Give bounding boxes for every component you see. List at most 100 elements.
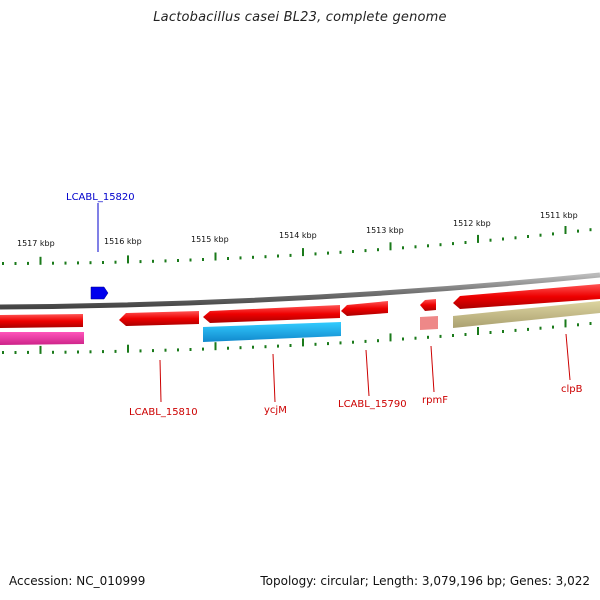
- upper-scale-minor-tick: [289, 253, 292, 257]
- lower-scale-minor-tick: [177, 348, 179, 352]
- upper-scale-minor-tick: [64, 261, 67, 265]
- gene-ycjm-arrow[interactable]: [203, 305, 340, 323]
- upper-scale-minor-tick: [327, 251, 329, 255]
- upper-scale-minor-tick: [2, 262, 4, 265]
- upper-scale-major-tick: [477, 234, 479, 243]
- lower-scale-minor-tick: [589, 322, 592, 325]
- upper-scale-track: [2, 226, 592, 265]
- upper-scale-minor-tick: [227, 257, 229, 260]
- upper-scale-minor-tick: [552, 232, 554, 236]
- map-title: Lactobacillus casei BL23, complete genom…: [153, 10, 447, 25]
- lower-scale-minor-tick: [514, 328, 517, 332]
- leader-lcabl-15810: [159, 359, 162, 403]
- leader-rpmf: [430, 345, 435, 393]
- upper-scale-major-tick: [564, 226, 567, 234]
- lower-scale-major-tick: [477, 327, 479, 335]
- gene-label-lcabl-15810: LCABL_15810: [129, 407, 198, 418]
- lower-scale-minor-tick: [139, 349, 142, 353]
- lower-scale-minor-tick: [114, 349, 117, 353]
- lower-scale-minor-tick: [377, 339, 379, 343]
- lower-scale-minor-tick: [489, 331, 492, 334]
- upper-scale-minor-tick: [189, 258, 192, 262]
- scale-label-1511: 1511 kbp: [540, 211, 578, 220]
- upper-scale-minor-tick: [489, 238, 492, 242]
- feature-khaki[interactable]: [453, 301, 600, 328]
- upper-scale-minor-tick: [339, 250, 342, 254]
- upper-scale-minor-tick: [427, 244, 429, 248]
- gene-rpmf-arrow[interactable]: [420, 299, 436, 311]
- gene-label-lcabl-15820: LCABL_15820: [66, 192, 135, 203]
- gene-label-clpb: clpB: [561, 384, 583, 395]
- scale-label-1515: 1515 kbp: [191, 235, 229, 244]
- upper-scale-minor-tick: [114, 260, 117, 264]
- lower-scale-major-tick: [39, 345, 42, 354]
- upper-scale-minor-tick: [252, 255, 254, 259]
- gene-lcabl-15810b-arrow[interactable]: [119, 311, 199, 326]
- genome-info-text: Topology: circular; Length: 3,079,196 bp…: [260, 574, 590, 588]
- feature-cyan[interactable]: [203, 322, 341, 342]
- lower-scale-minor-tick: [52, 350, 54, 354]
- gene-lcabl-15790-arrow[interactable]: [341, 301, 388, 316]
- upper-scale-minor-tick: [414, 245, 417, 249]
- feature-light-red[interactable]: [420, 316, 438, 330]
- lower-scale-minor-tick: [64, 350, 67, 354]
- accession-text: Accession: NC_010999: [9, 574, 146, 588]
- upper-scale-major-tick: [127, 255, 129, 264]
- secondary-features: [0, 301, 600, 345]
- upper-scale-minor-tick: [352, 250, 354, 253]
- lower-scale-minor-tick: [439, 334, 442, 338]
- upper-scale-minor-tick: [539, 233, 542, 237]
- lower-scale-minor-tick: [577, 323, 579, 327]
- lower-scale-track: [2, 319, 592, 354]
- upper-scale-minor-tick: [577, 229, 579, 233]
- lower-scale-minor-tick: [452, 334, 454, 337]
- scale-label-1516: 1516 kbp: [104, 237, 142, 246]
- upper-scale-minor-tick: [502, 237, 504, 241]
- gene-label-rpmf: rpmF: [422, 395, 448, 406]
- upper-scale-minor-tick: [239, 256, 242, 260]
- upper-scale-major-tick: [39, 256, 42, 265]
- gene-label-ycjm: ycjM: [264, 405, 287, 416]
- lower-scale-minor-tick: [502, 330, 504, 333]
- lower-scale-minor-tick: [14, 351, 17, 354]
- upper-scale-minor-tick: [377, 248, 379, 252]
- upper-scale-minor-tick: [402, 246, 404, 250]
- upper-scale-minor-tick: [164, 259, 167, 263]
- feature-pink[interactable]: [0, 332, 84, 345]
- upper-scale-minor-tick: [14, 262, 17, 265]
- upper-scale-minor-tick: [514, 236, 517, 240]
- scale-label-1517: 1517 kbp: [17, 239, 55, 248]
- lower-scale-minor-tick: [202, 347, 204, 351]
- gene-clpb-arrow[interactable]: [453, 284, 600, 309]
- upper-scale-minor-tick: [464, 241, 467, 244]
- lower-scale-minor-tick: [2, 351, 4, 354]
- upper-scale-minor-tick: [177, 259, 179, 262]
- lower-scale-minor-tick: [427, 335, 429, 339]
- leader-ycjm: [272, 353, 276, 403]
- scale-label-1512: 1512 kbp: [453, 219, 491, 228]
- lower-scale-minor-tick: [89, 350, 92, 354]
- lower-scale-minor-tick: [227, 346, 229, 350]
- upper-scale-minor-tick: [102, 261, 104, 264]
- lower-scale-minor-tick: [314, 342, 317, 346]
- lower-scale-minor-tick: [527, 327, 529, 331]
- upper-scale-minor-tick: [264, 255, 267, 259]
- upper-scale-minor-tick: [314, 252, 317, 256]
- scale-labels: 1517 kbp 1516 kbp 1515 kbp 1514 kbp 1513…: [17, 211, 578, 248]
- lower-scale-major-tick: [564, 319, 567, 328]
- lower-scale-minor-tick: [289, 344, 292, 347]
- lower-scale-minor-tick: [339, 341, 342, 345]
- lower-scale-major-tick: [127, 344, 129, 353]
- gene-lcabl-15820-arrow[interactable]: [90, 286, 109, 300]
- lower-scale-minor-tick: [364, 339, 367, 343]
- lower-scale-minor-tick: [552, 325, 554, 329]
- lower-scale-major-tick: [389, 333, 392, 342]
- upper-scale-minor-tick: [364, 249, 367, 253]
- forward-features: [0, 284, 600, 328]
- lower-scale-minor-tick: [402, 337, 404, 341]
- gene-lcabl-15810-arrow[interactable]: [0, 314, 83, 328]
- lower-scale-minor-tick: [152, 349, 154, 353]
- upper-scale-major-tick: [214, 252, 217, 261]
- lower-scale-minor-tick: [414, 336, 417, 340]
